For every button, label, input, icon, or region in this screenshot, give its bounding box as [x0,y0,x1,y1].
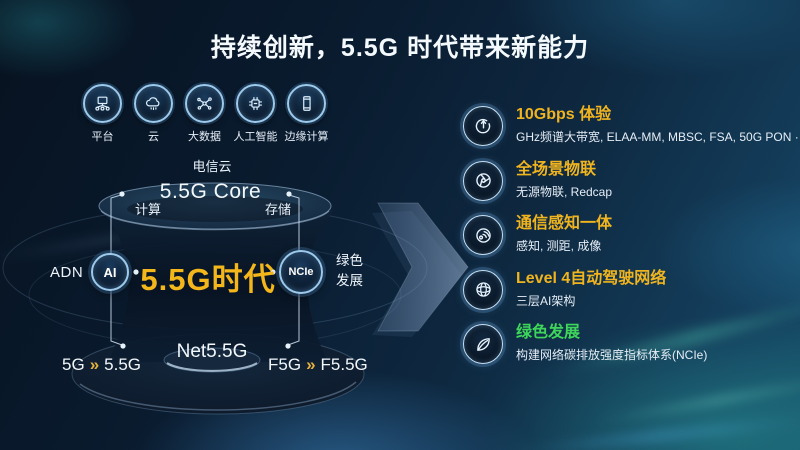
capability-subtitle: 三层AI架构 [516,293,576,308]
layer-item-big-data: 大数据 [179,84,230,144]
chevron-right-icon: » [306,355,316,374]
net-label: Net5.5G [176,341,248,362]
layer-item-ai: 人工智能 [230,84,281,144]
speed-gauge-icon [463,106,503,146]
storage-label: 存储 [264,202,291,217]
bracket-dot [119,191,125,197]
list-item-sensing: 通信感知一体 感知, 测距, 成像 [463,215,795,256]
core-label: 5.5G Core [159,180,262,203]
capability-subtitle: 感知, 测距, 成像 [516,239,602,253]
layer-icons-row: 平台 云 大数据 [77,84,332,144]
platform-icon [83,84,122,123]
list-item-green-development: 绿色发展 构建网络碳排放强度指标体系(NCIe) [463,324,795,365]
pedestal-glow [166,362,258,372]
capability-subtitle: 无源物联, Redcap [516,184,613,199]
list-item-iot: 全场景物联 无源物联, Redcap [463,160,795,202]
capability-title: 10Gbps 体验 [516,106,612,123]
capability-subtitle: 构建网络碳排放强度指标体系(NCIe) [516,348,708,362]
list-item-autonomous-network: Level 4自动驾驶网络 三层AI架构 [463,269,795,311]
sensing-radar-icon [463,215,503,255]
layer-item-label: 边缘计算 [284,131,329,143]
capability-list: 10Gbps 体验 GHz频谱大带宽, ELAA-MM, MBSC, FSA, … [463,106,800,379]
capability-subtitle: GHz频谱大带宽, ELAA-MM, MBSC, FSA, 50G PON ··… [516,130,800,144]
layer-item-label: 人工智能 [233,131,278,143]
layer-item-label: 平台 [91,131,114,143]
layer-item-platform: 平台 [77,84,128,144]
capability-title: 绿色发展 [516,324,581,341]
ai-badge: AI [91,253,129,291]
funnel-diagram [2,182,428,415]
ai-chip-icon [236,84,275,123]
era-label: 5.5G时代 [140,262,276,297]
ncie-badge: NCIe [279,250,323,294]
leaf-icon [463,324,503,364]
layer-item-label: 云 [148,131,159,143]
big-data-icon [185,84,224,123]
bracket-dot [285,343,291,349]
mesh-globe-icon [463,269,503,310]
green-development-label: 绿色 发展 [336,253,363,288]
background-streak [591,372,800,428]
layer-item-cloud: 云 [128,84,179,144]
telecom-cloud-label: 电信云 [192,159,232,174]
bracket-dot [120,343,126,349]
iot-globe-icon [463,160,503,201]
list-item-10gbps: 10Gbps 体验 GHz频谱大带宽, ELAA-MM, MBSC, FSA, … [463,106,800,147]
adn-label: ADN [50,264,84,281]
edge-computing-icon [287,84,326,123]
capability-title: 全场景物联 [516,160,597,178]
layer-item-label: 大数据 [188,131,221,143]
capability-title: 通信感知一体 [516,215,613,232]
layer-item-edge-computing: 边缘计算 [281,84,332,144]
page-title: 持续创新，5.5G 时代带来新能力 [210,34,590,62]
base-rim-highlight [79,381,357,411]
compute-label: 计算 [134,202,161,217]
chevron-right-icon: » [89,355,100,374]
background-streak [500,413,800,450]
capability-title: Level 4自动驾驶网络 [516,269,667,287]
evolution-5g: 5G» 5.5G [62,355,142,374]
evolution-f5g: F5G» F5.5G [268,355,368,374]
cloud-icon [134,84,173,123]
